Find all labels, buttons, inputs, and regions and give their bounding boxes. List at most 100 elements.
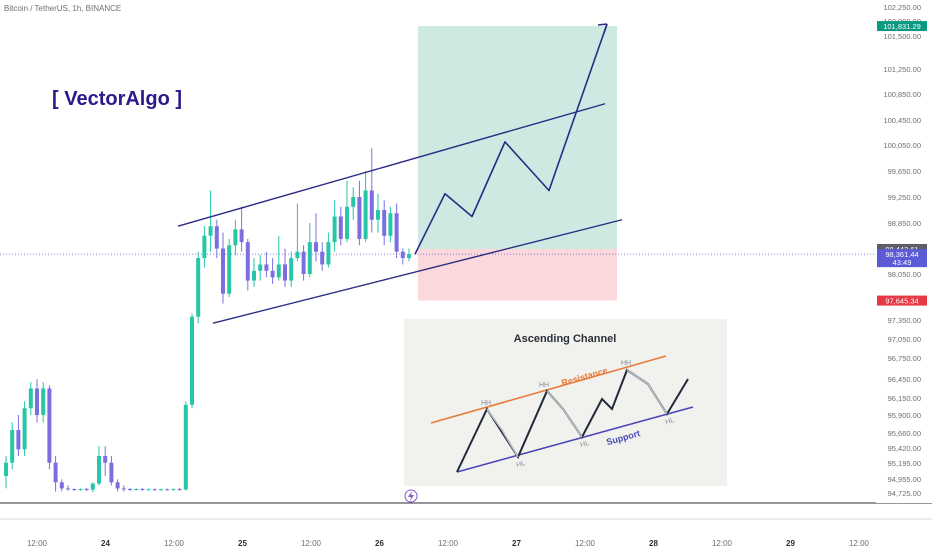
position-zones bbox=[418, 26, 617, 301]
candle bbox=[22, 401, 27, 456]
candle bbox=[84, 487, 89, 491]
inset-resistance-line bbox=[430, 355, 667, 424]
time-tick-label: 26 bbox=[375, 539, 384, 548]
candle bbox=[369, 148, 374, 233]
price-tick-label: 101,250.00 bbox=[883, 65, 921, 74]
candle bbox=[66, 485, 70, 491]
candle bbox=[295, 203, 300, 262]
candle bbox=[221, 232, 225, 304]
candle bbox=[351, 187, 356, 220]
candle bbox=[53, 456, 58, 492]
candle bbox=[16, 415, 21, 456]
candle bbox=[190, 313, 194, 409]
stop-zone[interactable] bbox=[418, 248, 617, 301]
price-tick-label: 96,450.00 bbox=[888, 375, 921, 384]
time-tick-label: 12:00 bbox=[712, 539, 733, 548]
candle bbox=[320, 242, 325, 271]
time-tick-label: 12:00 bbox=[164, 539, 185, 548]
price-tick-label: 95,660.00 bbox=[888, 429, 921, 438]
candle bbox=[59, 479, 64, 492]
candle bbox=[338, 206, 343, 246]
price-tick-label: 98,850.00 bbox=[888, 219, 921, 228]
candle bbox=[183, 401, 188, 491]
price-tick-label: 100,450.00 bbox=[883, 116, 921, 125]
candle bbox=[400, 248, 405, 265]
price-tick-label: 99,650.00 bbox=[888, 167, 921, 176]
price-tick-label: 95,900.00 bbox=[888, 411, 921, 420]
candle bbox=[283, 248, 287, 288]
time-tick-label: 12:00 bbox=[849, 539, 870, 548]
candle bbox=[239, 206, 244, 252]
candle bbox=[394, 203, 399, 259]
candle bbox=[208, 190, 213, 252]
candle bbox=[270, 258, 275, 284]
channel-upper-line[interactable] bbox=[177, 103, 606, 227]
candle bbox=[28, 382, 33, 415]
inset-hh-label: HH bbox=[539, 382, 549, 389]
time-axis-ticks: 12:00 24 12:00 25 12:00 26 12:00 27 12:00 28 12:00… bbox=[27, 539, 870, 548]
price-tick-label: 96,750.00 bbox=[888, 354, 921, 363]
candle bbox=[72, 488, 77, 491]
target-price-tag bbox=[877, 21, 927, 32]
candle bbox=[276, 235, 281, 281]
channel-lower-line[interactable] bbox=[212, 219, 623, 324]
candle bbox=[177, 487, 182, 491]
time-tick-label: 12:00 bbox=[438, 539, 459, 548]
candle bbox=[388, 206, 393, 243]
price-tick-label: 100,850.00 bbox=[883, 90, 921, 99]
ascending-channel bbox=[177, 103, 623, 324]
candle bbox=[47, 385, 52, 470]
candle bbox=[258, 254, 263, 281]
inset-title: Ascending Channel bbox=[514, 333, 617, 345]
candle bbox=[90, 482, 95, 493]
price-axis-tags: 101,831.2998,442.6198,361.4443:4997,645.… bbox=[877, 21, 927, 306]
brand-label: [ VectorAlgo ] bbox=[52, 88, 182, 110]
candle bbox=[227, 238, 232, 297]
candle bbox=[115, 479, 120, 492]
candle bbox=[307, 223, 312, 278]
price-tick-label: 98,050.00 bbox=[888, 270, 921, 279]
projection-arrowhead bbox=[597, 23, 608, 34]
ascending-channel-inset: Ascending Channel Resistance Support HH … bbox=[404, 319, 727, 486]
candle bbox=[233, 219, 238, 255]
candle bbox=[78, 488, 83, 491]
projection-line[interactable] bbox=[414, 23, 608, 255]
candle bbox=[10, 422, 15, 470]
price-tick-label: 96,150.00 bbox=[888, 394, 921, 403]
time-tick-label: 28 bbox=[649, 539, 658, 548]
inset-hl-label: HL bbox=[516, 460, 527, 469]
candle bbox=[345, 180, 349, 243]
candle bbox=[264, 251, 269, 278]
target-zone[interactable] bbox=[418, 26, 617, 249]
price-axis-ticks: 102,250.00102,000.00101,500.00101,250.00… bbox=[883, 3, 921, 498]
time-tick-label: 12:00 bbox=[301, 539, 322, 548]
time-tick-label: 12:00 bbox=[27, 539, 48, 548]
price-tick-label: 102,250.00 bbox=[883, 3, 921, 12]
candle bbox=[109, 456, 114, 486]
candle bbox=[196, 251, 201, 324]
candle bbox=[35, 379, 39, 423]
price-tick-label: 100,050.00 bbox=[883, 141, 921, 150]
stop-price-tag-text: 97,645.34 bbox=[885, 297, 918, 306]
inset-retrace-1 bbox=[486, 408, 519, 458]
time-tick-label: 24 bbox=[101, 539, 110, 548]
candle bbox=[252, 258, 256, 288]
candle bbox=[165, 488, 170, 491]
projection-path bbox=[414, 23, 608, 255]
candle bbox=[301, 245, 306, 281]
candle bbox=[140, 487, 145, 491]
candle-series bbox=[4, 148, 411, 493]
lightning-icon[interactable] bbox=[404, 489, 418, 503]
candle bbox=[326, 232, 331, 268]
candle bbox=[314, 213, 318, 262]
candle bbox=[159, 488, 163, 491]
candle bbox=[146, 488, 151, 491]
candle bbox=[152, 488, 157, 491]
candle bbox=[357, 180, 362, 246]
last-price-tag-text: 98,361.44 bbox=[885, 250, 918, 259]
inset-hh-label: HH bbox=[481, 400, 491, 407]
candle bbox=[245, 238, 250, 291]
inset-hl-label: HL bbox=[665, 417, 676, 426]
countdown-text: 43:49 bbox=[893, 258, 912, 267]
